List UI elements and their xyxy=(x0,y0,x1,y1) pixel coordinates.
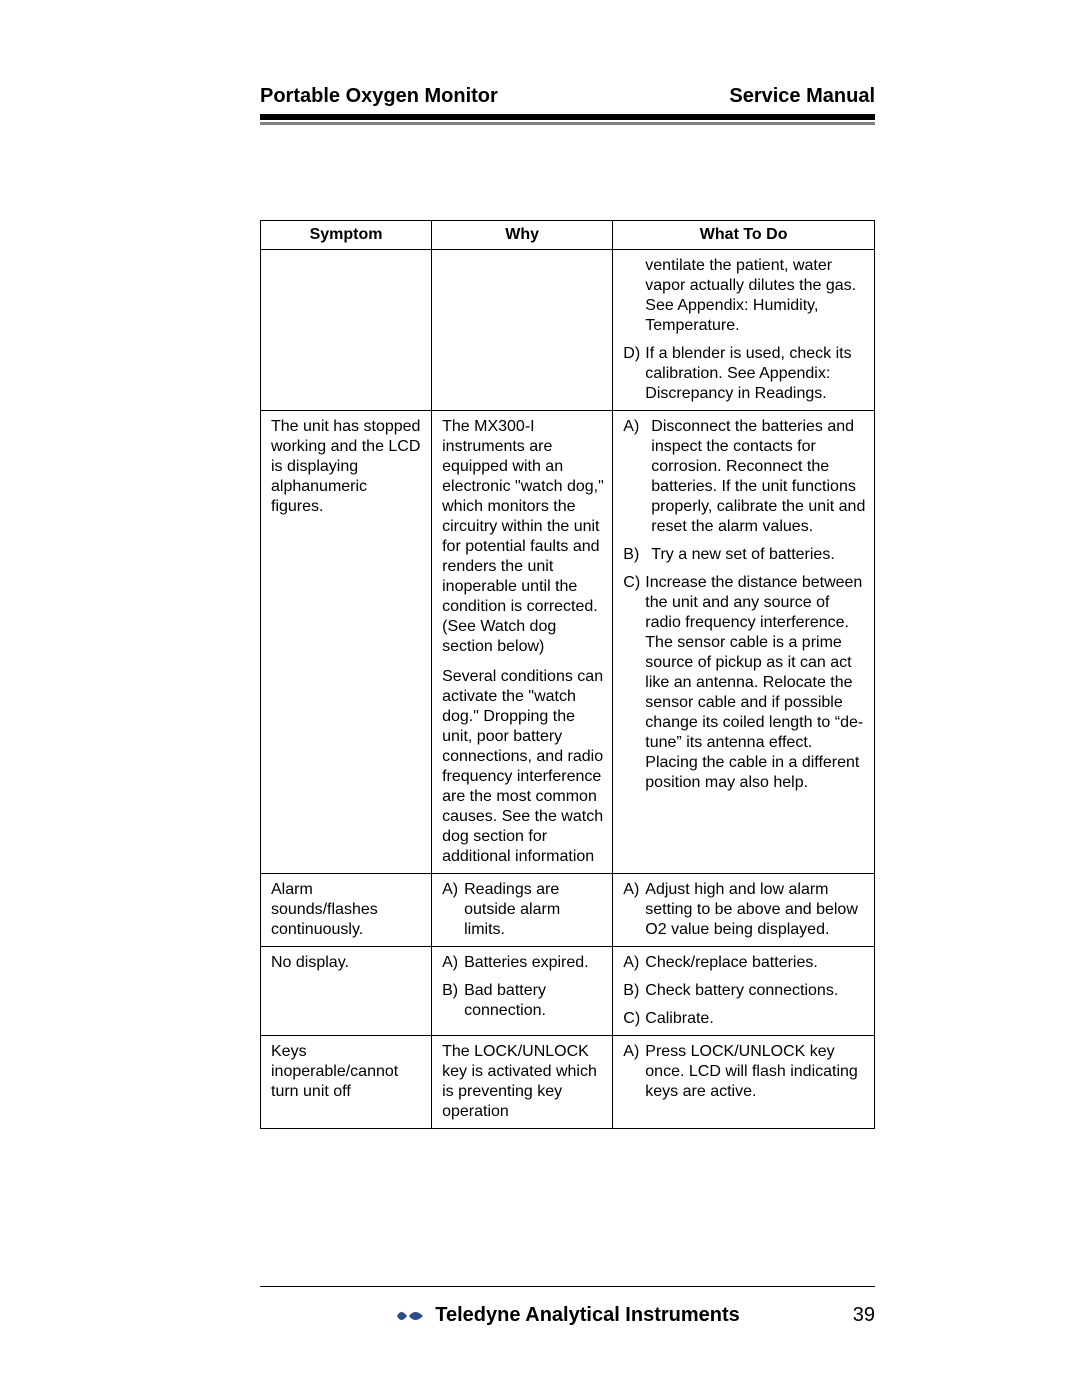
cell-what: A) Check/replace batteries. B) Check bat… xyxy=(613,947,875,1036)
cell-symptom: Keys inoperable/cannot turn unit off xyxy=(261,1036,432,1129)
what-item: C) Calibrate. xyxy=(623,1009,866,1029)
what-item: B) Try a new set of batteries. xyxy=(623,545,866,565)
what-item: B) Check battery connections. xyxy=(623,981,866,1001)
item-label: A) xyxy=(623,417,651,537)
cell-why: The LOCK/UNLOCK key is activated which i… xyxy=(432,1036,613,1129)
why-para: The MX300-I instruments are equipped wit… xyxy=(442,417,604,657)
table-header-row: Symptom Why What To Do xyxy=(261,221,875,250)
cell-what: A) Adjust high and low alarm setting to … xyxy=(613,874,875,947)
item-label: B) xyxy=(623,545,651,565)
teledyne-logo-icon xyxy=(395,1306,425,1326)
cell-symptom: The unit has stopped working and the LCD… xyxy=(261,411,432,874)
cell-why: A) Batteries expired. B) Bad battery con… xyxy=(432,947,613,1036)
item-text: ventilate the patient, water vapor actua… xyxy=(645,256,866,336)
troubleshooting-table-wrap: Symptom Why What To Do ventilate the pat… xyxy=(260,220,875,1129)
page-footer: Teledyne Analytical Instruments xyxy=(260,1304,875,1327)
header-right: Service Manual xyxy=(729,85,875,108)
footer-company: Teledyne Analytical Instruments xyxy=(435,1304,740,1327)
page-number: 39 xyxy=(853,1304,875,1327)
item-text: Try a new set of batteries. xyxy=(651,545,866,565)
why-item: A) Batteries expired. xyxy=(442,953,604,973)
item-text: Adjust high and low alarm setting to be … xyxy=(645,880,866,940)
cell-symptom xyxy=(261,250,432,411)
item-label: A) xyxy=(442,880,464,940)
cell-symptom: No display. xyxy=(261,947,432,1036)
cell-why xyxy=(432,250,613,411)
cell-what: A) Press LOCK/UNLOCK key once. LCD will … xyxy=(613,1036,875,1129)
what-item: A) Check/replace batteries. xyxy=(623,953,866,973)
table-row: The unit has stopped working and the LCD… xyxy=(261,411,875,874)
cell-what: A) Disconnect the batteries and inspect … xyxy=(613,411,875,874)
item-text: Bad battery connection. xyxy=(464,981,604,1021)
table-row: No display. A) Batteries expired. B) Bad… xyxy=(261,947,875,1036)
footer-rule xyxy=(260,1286,875,1287)
item-label: B) xyxy=(442,981,464,1021)
item-label: C) xyxy=(623,1009,645,1029)
item-text: Calibrate. xyxy=(645,1009,866,1029)
item-label: A) xyxy=(623,880,645,940)
why-item: A) Readings are outside alarm limits. xyxy=(442,880,604,940)
item-label: C) xyxy=(623,573,645,793)
page: Portable Oxygen Monitor Service Manual S… xyxy=(0,0,1080,1397)
item-label: D) xyxy=(623,344,645,404)
item-label: A) xyxy=(623,953,645,973)
why-item: B) Bad battery connection. xyxy=(442,981,604,1021)
what-item: A) Adjust high and low alarm setting to … xyxy=(623,880,866,940)
item-text: Readings are outside alarm limits. xyxy=(464,880,604,940)
item-text: If a blender is used, check its calibrat… xyxy=(645,344,866,404)
table-row: ventilate the patient, water vapor actua… xyxy=(261,250,875,411)
table-row: Alarm sounds/flashes continuously. A) Re… xyxy=(261,874,875,947)
troubleshooting-table: Symptom Why What To Do ventilate the pat… xyxy=(260,220,875,1129)
page-header: Portable Oxygen Monitor Service Manual xyxy=(260,85,875,108)
item-text: Check battery connections. xyxy=(645,981,866,1001)
header-left: Portable Oxygen Monitor xyxy=(260,85,498,108)
what-item: A) Disconnect the batteries and inspect … xyxy=(623,417,866,537)
cell-symptom: Alarm sounds/flashes continuously. xyxy=(261,874,432,947)
col-what: What To Do xyxy=(613,221,875,250)
item-text: Disconnect the batteries and inspect the… xyxy=(651,417,866,537)
item-text: Press LOCK/UNLOCK key once. LCD will fla… xyxy=(645,1042,866,1102)
item-text: Check/replace batteries. xyxy=(645,953,866,973)
why-para: Several conditions can activate the "wat… xyxy=(442,667,604,867)
col-symptom: Symptom xyxy=(261,221,432,250)
table-row: Keys inoperable/cannot turn unit off The… xyxy=(261,1036,875,1129)
header-rule xyxy=(260,114,875,125)
item-label: B) xyxy=(623,981,645,1001)
what-item: D) If a blender is used, check its calib… xyxy=(623,344,866,404)
cell-why: The MX300-I instruments are equipped wit… xyxy=(432,411,613,874)
cell-why: A) Readings are outside alarm limits. xyxy=(432,874,613,947)
col-why: Why xyxy=(432,221,613,250)
item-label: A) xyxy=(623,1042,645,1102)
cell-what: ventilate the patient, water vapor actua… xyxy=(613,250,875,411)
item-text: Batteries expired. xyxy=(464,953,604,973)
what-item: ventilate the patient, water vapor actua… xyxy=(623,256,866,336)
item-label: A) xyxy=(442,953,464,973)
what-item: A) Press LOCK/UNLOCK key once. LCD will … xyxy=(623,1042,866,1102)
item-text: Increase the distance between the unit a… xyxy=(645,573,866,793)
what-item: C) Increase the distance between the uni… xyxy=(623,573,866,793)
